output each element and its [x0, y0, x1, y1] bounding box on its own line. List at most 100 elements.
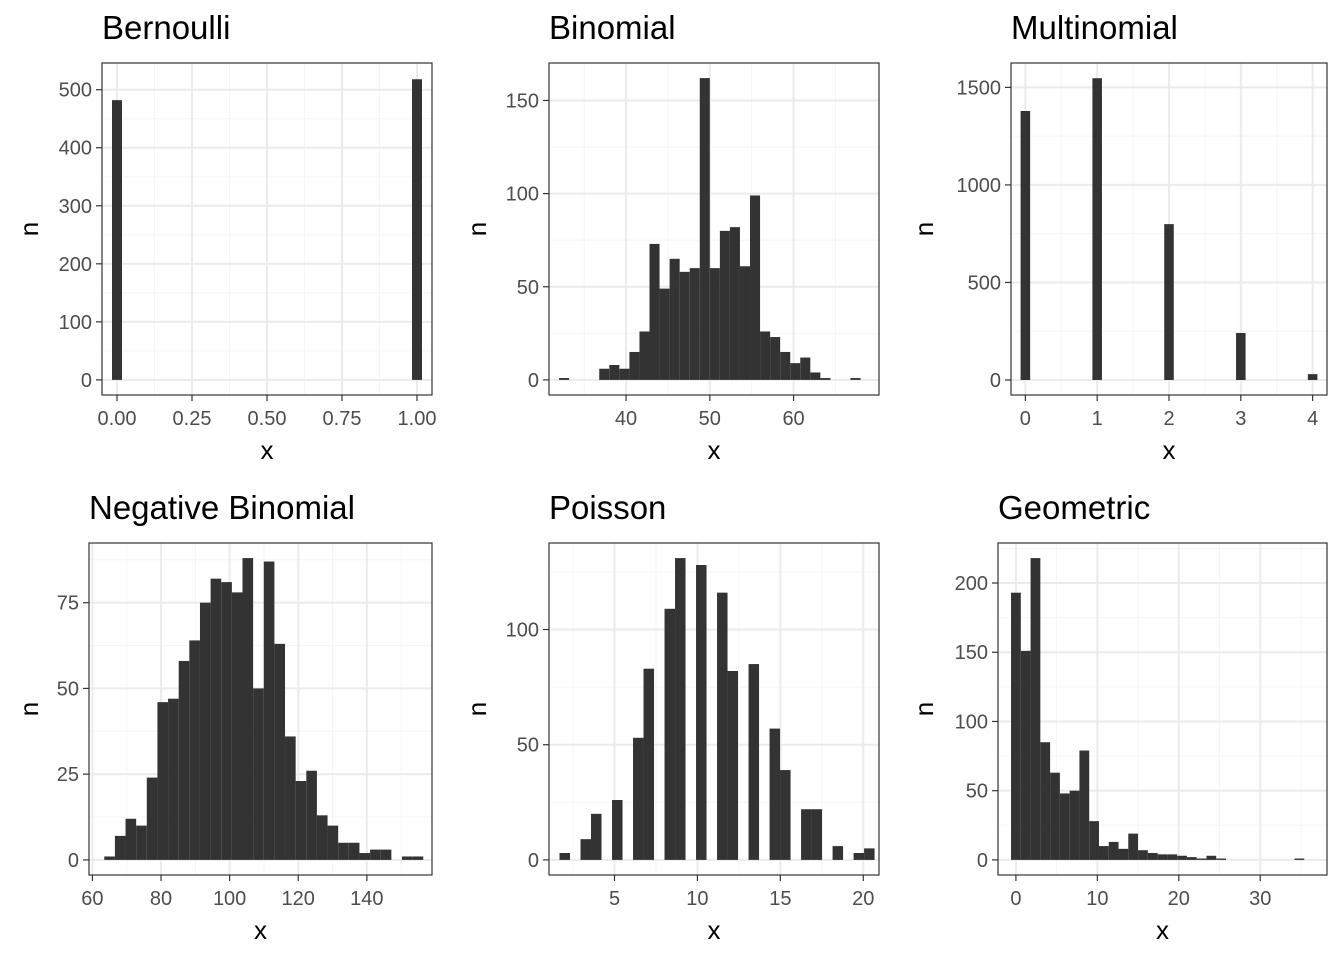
histogram-bar — [675, 558, 686, 860]
x-axis-title: x — [708, 435, 721, 465]
histogram-bar — [1092, 78, 1102, 380]
histogram-bar — [1059, 793, 1070, 860]
histogram-bar — [1236, 332, 1246, 380]
histogram-bar — [689, 268, 700, 380]
x-tick-label: 5 — [609, 888, 620, 910]
histogram-bar — [820, 378, 831, 380]
plot-border — [997, 542, 1328, 876]
histogram-bar — [619, 368, 630, 380]
histogram-bar — [1196, 858, 1207, 860]
plot-border — [548, 62, 880, 396]
histogram-bar — [769, 728, 781, 860]
histogram-bar — [1164, 224, 1174, 380]
x-axis-title: x — [1156, 915, 1169, 945]
plot-border — [88, 542, 433, 876]
y-tick-label: 75 — [57, 593, 79, 615]
histogram-bar — [221, 582, 232, 860]
panel-negative-binomial: 60 80 100 120 140 0 25 50 75 x n Negative Binomial — [14, 489, 433, 945]
y-axis-title: n — [909, 702, 939, 716]
histogram-bar — [1020, 110, 1031, 380]
x-tick-label: 0.75 — [323, 408, 362, 430]
y-tick-label: 500 — [59, 80, 92, 102]
x-tick-label: 15 — [769, 888, 791, 910]
histogram-bar — [864, 848, 875, 860]
y-tick-label: 300 — [59, 196, 92, 218]
histogram-bar — [1108, 841, 1119, 860]
x-tick-label: 10 — [1086, 888, 1108, 910]
x-tick-label: 40 — [615, 408, 637, 430]
histogram-bar — [348, 842, 360, 860]
histogram-bar — [810, 372, 821, 380]
histogram-bar — [112, 100, 122, 380]
histogram-bar — [412, 856, 424, 860]
panel-title: Negative Binomial — [89, 489, 355, 526]
y-tick-label: 200 — [955, 573, 988, 595]
x-tick-label: 1 — [1092, 408, 1103, 430]
histogram-bar — [1079, 750, 1090, 860]
x-tick-label: 0 — [1020, 408, 1031, 430]
y-axis-title: n — [462, 702, 492, 716]
x-tick-label: 0.25 — [173, 408, 212, 430]
y-tick-label: 100 — [59, 312, 92, 334]
panel-title: Geometric — [998, 489, 1150, 526]
histogram-bar — [327, 825, 339, 860]
histogram-bar — [168, 698, 179, 860]
y-tick-label: 0 — [528, 370, 539, 392]
y-tick-label: 150 — [955, 642, 988, 664]
x-tick-label: 140 — [350, 888, 383, 910]
histogram-bar — [696, 565, 707, 860]
histogram-bar — [1020, 650, 1031, 860]
histogram-bar — [274, 643, 286, 860]
histogram-bar — [136, 825, 147, 860]
histogram-bar — [1216, 858, 1227, 860]
histogram-bar — [609, 365, 620, 380]
y-tick-label: 100 — [506, 184, 539, 206]
y-tick-label: 25 — [57, 764, 79, 786]
panel-poisson: 5 10 15 20 0 50 100 x n Poisson — [462, 489, 880, 945]
y-tick-label: 0 — [81, 370, 92, 392]
x-tick-label: 0.00 — [98, 408, 137, 430]
x-axis-title: x — [708, 915, 721, 945]
y-axis-title: n — [14, 702, 44, 716]
histogram-bar — [770, 337, 781, 380]
histogram-bar — [1128, 833, 1139, 860]
histogram-bar — [210, 578, 222, 860]
histogram-bar — [729, 227, 740, 380]
histogram-bar — [1040, 742, 1051, 860]
histogram-bar — [559, 378, 570, 380]
panel-multinomial: 0 1 2 3 4 0 500 1000 1500 x n Multinomial — [909, 9, 1328, 465]
histogram-bar — [800, 357, 811, 380]
histogram-bar — [780, 770, 791, 860]
histogram-bar — [591, 813, 602, 860]
y-tick-label: 50 — [517, 277, 539, 299]
histogram-bar — [1147, 852, 1158, 860]
histogram-bar — [790, 363, 801, 380]
histogram-bar — [412, 79, 422, 380]
panel-title: Binomial — [549, 9, 676, 46]
histogram-bar — [1011, 592, 1021, 860]
histogram-bar — [599, 368, 610, 380]
x-tick-label: 60 — [782, 408, 804, 430]
x-tick-label: 10 — [686, 888, 708, 910]
y-tick-label: 50 — [966, 781, 988, 803]
histogram-bar — [559, 852, 571, 860]
histogram-bar — [717, 592, 728, 860]
y-tick-label: 1500 — [957, 77, 1002, 99]
x-tick-label: 4 — [1307, 408, 1318, 430]
x-tick-label: 3 — [1235, 408, 1246, 430]
histogram-bar — [643, 668, 655, 860]
histogram-bar — [263, 561, 275, 860]
y-tick-label: 0 — [977, 850, 988, 872]
y-axis-title: n — [462, 222, 492, 236]
histogram-bar — [853, 852, 865, 860]
histogram-bar — [633, 737, 644, 860]
histogram-bar — [1098, 846, 1109, 860]
histogram-bar — [1050, 772, 1060, 860]
histogram-bar — [306, 770, 317, 860]
histogram-bar — [750, 195, 761, 380]
histogram-bar — [612, 800, 623, 860]
y-tick-label: 50 — [57, 678, 79, 700]
x-tick-label: 50 — [699, 408, 721, 430]
histogram-bar — [359, 853, 371, 860]
